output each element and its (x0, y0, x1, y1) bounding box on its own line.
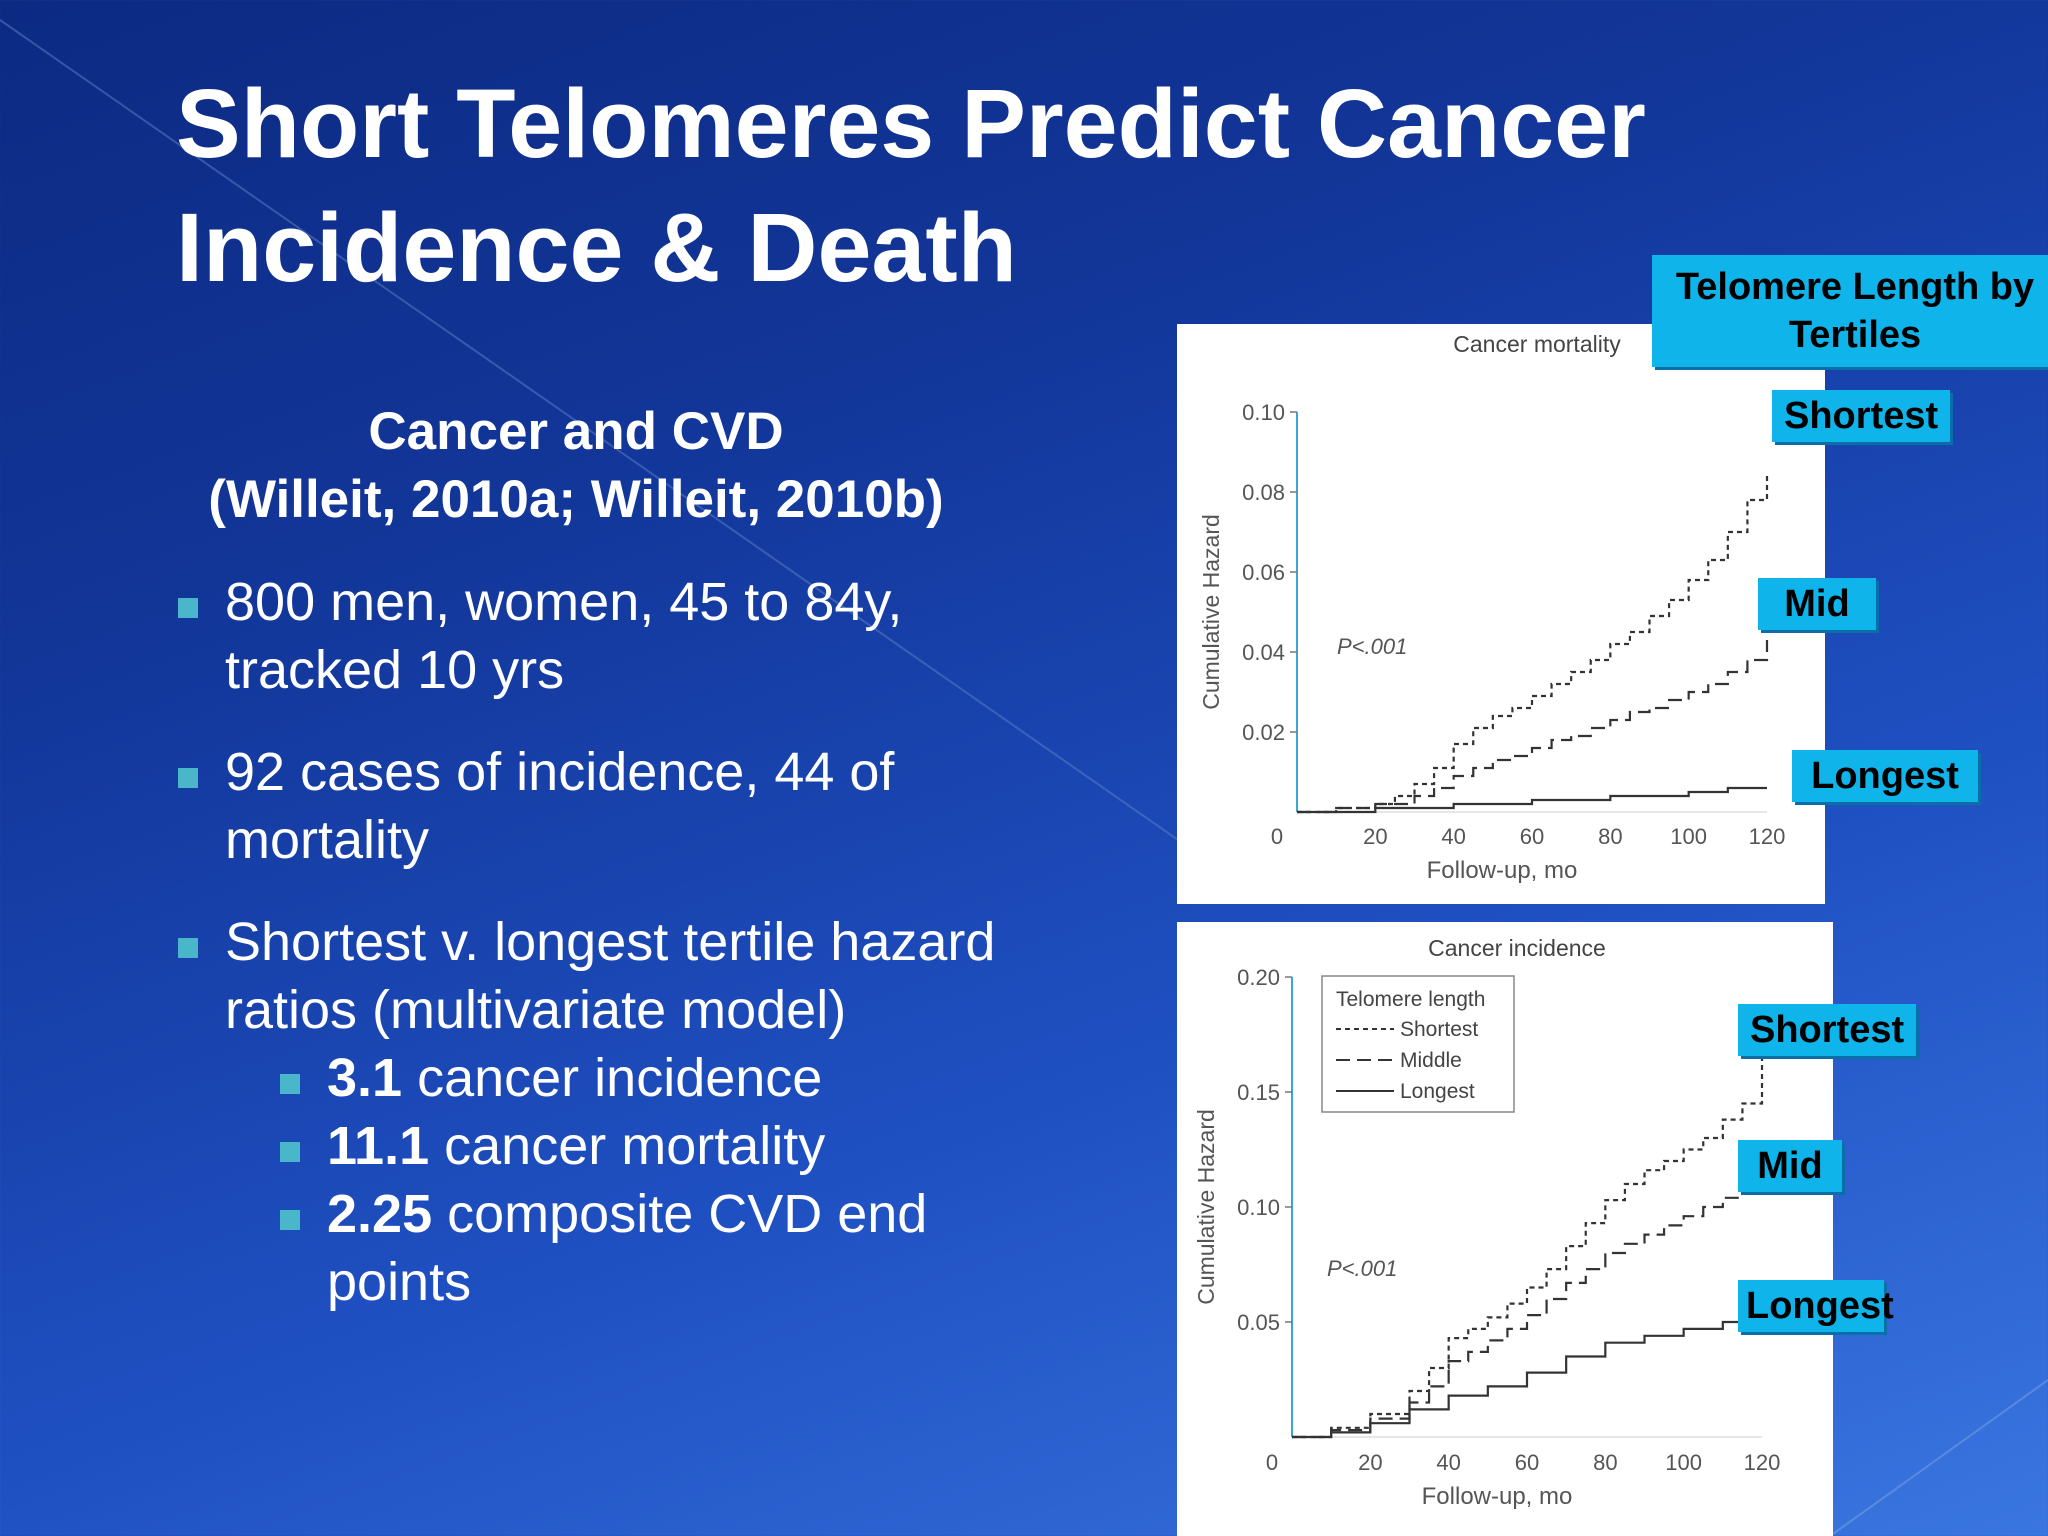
x-tick-label: 0 (1266, 1450, 1278, 1475)
legend-entry: Middle (1400, 1049, 1462, 1072)
slide-title-line2: Incidence & Death (176, 193, 1017, 302)
series-line-dashed (1297, 640, 1769, 814)
subbullet-item: 11.1 cancer mortality (278, 1112, 996, 1180)
series-line-solid (1292, 1305, 1764, 1439)
series-line-solid (1297, 786, 1767, 814)
bullet-list: 800 men, women, 45 to 84y, tracked 10 yr… (176, 568, 996, 1316)
x-tick-label: 40 (1436, 1450, 1460, 1475)
incidence-chart: Cancer incidence 0.05 0.10 0.15 0.20 0 20 40 60 8… (1193, 935, 1781, 1510)
legend-title: Telomere length (1336, 988, 1485, 1011)
hazard-ratio-value: 3.1 (327, 1048, 403, 1108)
callout-bottom-shortest: Shortest (1738, 1004, 1917, 1056)
subbullet-list: 3.1 cancer incidence 11.1 cancer mortali… (176, 1044, 996, 1316)
x-axis-label: Follow-up, mo (1422, 1483, 1573, 1510)
bullet-item: 92 cases of incidence, 44 of mortality (176, 738, 996, 874)
chart-title: Cancer incidence (1428, 935, 1606, 961)
bullet-text: Shortest v. longest tertile hazard ratio… (225, 912, 996, 1040)
subheading-line2: (Willeit, 2010a; Willeit, 2010b) (208, 470, 944, 529)
x-tick-label: 20 (1363, 824, 1387, 849)
chart-legend: Telomere length Shortest Middle Longest (1321, 975, 1515, 1113)
slide-title: Short Telomeres Predict Cancer Incidence… (176, 62, 1776, 310)
incidence-chart-panel: Cancer incidence 0.05 0.10 0.15 0.20 0 20 40 60 8… (1177, 922, 1833, 1536)
x-tick-label: 60 (1515, 1450, 1539, 1475)
x-tick-label: 40 (1441, 824, 1465, 849)
square-bullet-icon (178, 598, 198, 618)
bullet-text: 92 cases of incidence, 44 of mortality (225, 742, 895, 870)
y-tick-label: 0.10 (1237, 1195, 1280, 1220)
callout-top-longest: Longest (1792, 750, 1978, 802)
x-axis-label: Follow-up, mo (1427, 857, 1578, 884)
square-bullet-icon (280, 1074, 300, 1094)
slide-title-line1: Short Telomeres Predict Cancer (176, 69, 1646, 178)
square-bullet-icon (280, 1210, 300, 1230)
square-bullet-icon (178, 938, 198, 958)
bullet-item: Shortest v. longest tertile hazard ratio… (176, 908, 996, 1044)
subbullet-text: composite CVD end points (327, 1184, 928, 1312)
y-tick-label: 0.20 (1237, 965, 1280, 990)
hazard-ratio-value: 11.1 (327, 1116, 430, 1176)
y-axis-label: Cumulative Hazard (1193, 1109, 1219, 1305)
section-subheading: Cancer and CVD (Willeit, 2010a; Willeit,… (176, 398, 976, 534)
bullet-item: 800 men, women, 45 to 84y, tracked 10 yr… (176, 568, 996, 704)
callout-top-mid: Mid (1758, 578, 1876, 630)
x-tick-label: 100 (1670, 824, 1707, 849)
legend-box (1321, 975, 1515, 1113)
subbullet-item: 2.25 composite CVD end points (278, 1180, 947, 1316)
p-value-annotation: P<.001 (1337, 634, 1407, 659)
legend-entry: Shortest (1400, 1018, 1478, 1041)
y-tick-label: 0.02 (1242, 720, 1285, 745)
mortality-chart: Cancer mortality 0.02 0.04 0.06 0.08 0.10 0 20 4… (1198, 331, 1786, 884)
y-tick-label: 0.06 (1242, 560, 1285, 585)
legend-entry: Longest (1400, 1080, 1475, 1103)
x-tick-label: 0 (1271, 824, 1283, 849)
square-bullet-icon (178, 768, 198, 788)
callout-bottom-mid: Mid (1738, 1140, 1842, 1192)
callout-top-shortest: Shortest (1772, 390, 1951, 442)
series-line-dotted (1292, 1057, 1764, 1439)
x-tick-label: 120 (1744, 1450, 1781, 1475)
y-tick-label: 0.08 (1242, 480, 1285, 505)
subheading-line1: Cancer and CVD (368, 402, 784, 461)
y-axis-label: Cumulative Hazard (1198, 514, 1224, 710)
x-tick-label: 80 (1593, 1450, 1617, 1475)
p-value-annotation: P<.001 (1327, 1256, 1397, 1281)
chart-title: Cancer mortality (1453, 331, 1621, 357)
square-bullet-icon (280, 1142, 300, 1162)
hazard-ratio-value: 2.25 (327, 1184, 433, 1244)
callout-bottom-longest: Longest (1738, 1280, 1894, 1332)
subbullet-text: cancer incidence (402, 1048, 823, 1108)
bullet-text: 800 men, women, 45 to 84y, tracked 10 yr… (225, 572, 903, 700)
series-line-dotted (1297, 472, 1769, 814)
mortality-chart-panel: Cancer mortality 0.02 0.04 0.06 0.08 0.10 0 20 4… (1177, 324, 1825, 904)
subbullet-item: 3.1 cancer incidence (278, 1044, 996, 1112)
y-tick-label: 0.05 (1237, 1310, 1280, 1335)
series-line-dashed (1292, 1172, 1764, 1439)
x-tick-label: 80 (1598, 824, 1622, 849)
y-tick-label: 0.04 (1242, 640, 1285, 665)
tertiles-header-callout: Telomere Length by Tertiles (1652, 255, 2048, 367)
x-tick-label: 20 (1358, 1450, 1382, 1475)
x-tick-label: 120 (1749, 824, 1786, 849)
y-tick-label: 0.15 (1237, 1080, 1280, 1105)
y-tick-label: 0.10 (1242, 400, 1285, 425)
x-tick-label: 100 (1665, 1450, 1702, 1475)
subbullet-text: cancer mortality (429, 1116, 826, 1176)
x-tick-label: 60 (1520, 824, 1544, 849)
